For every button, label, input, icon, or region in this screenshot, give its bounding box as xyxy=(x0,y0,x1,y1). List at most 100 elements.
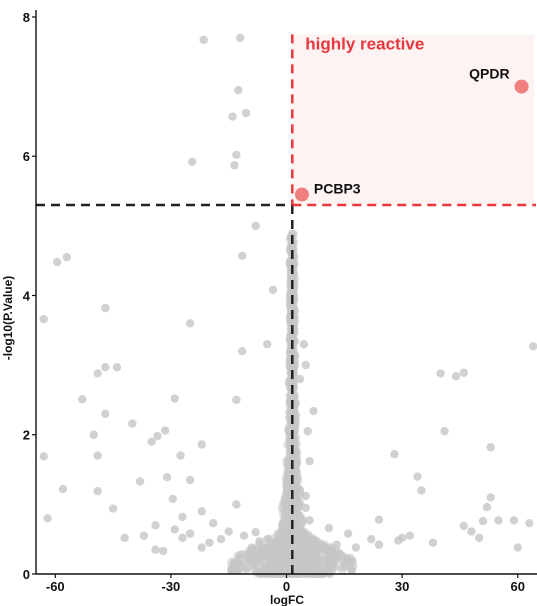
cloud-point xyxy=(304,531,313,540)
data-point xyxy=(89,430,99,439)
cloud-point xyxy=(242,551,251,560)
cloud-point xyxy=(316,564,325,573)
data-point xyxy=(305,457,314,466)
cloud-point xyxy=(302,547,311,556)
highlight-point-label: QPDR xyxy=(469,66,509,82)
cloud-point xyxy=(234,563,243,572)
data-point xyxy=(101,303,110,313)
cloud-point xyxy=(286,272,295,281)
data-point xyxy=(205,538,214,547)
x-tick-label: 30 xyxy=(395,579,409,594)
data-point xyxy=(139,531,149,540)
x-tick-label: -60 xyxy=(46,579,65,594)
data-point xyxy=(486,493,495,502)
cloud-point xyxy=(343,554,352,563)
cloud-point xyxy=(287,454,296,463)
cloud-point xyxy=(283,485,292,494)
data-point xyxy=(232,395,241,405)
data-point xyxy=(295,374,305,384)
data-point xyxy=(230,161,239,170)
data-point xyxy=(185,319,195,328)
data-point xyxy=(486,443,495,452)
data-point xyxy=(153,431,162,441)
data-point xyxy=(236,33,245,43)
data-point xyxy=(237,251,247,260)
data-point xyxy=(170,525,179,534)
data-point xyxy=(170,394,179,403)
data-point xyxy=(101,363,110,372)
data-point xyxy=(237,346,247,356)
cloud-point xyxy=(277,537,286,546)
data-point xyxy=(209,518,218,528)
data-point xyxy=(239,531,249,540)
cloud-point xyxy=(227,564,236,573)
y-tick-label: 4 xyxy=(23,288,31,303)
data-point xyxy=(459,368,468,377)
cloud-point xyxy=(250,560,259,569)
data-point xyxy=(482,502,492,512)
data-point xyxy=(309,406,318,416)
data-point xyxy=(176,451,185,460)
cloud-point xyxy=(272,558,281,567)
data-point xyxy=(234,85,243,95)
data-point xyxy=(187,157,197,166)
cloud-point xyxy=(252,552,261,561)
data-point xyxy=(528,342,537,351)
data-point xyxy=(324,523,334,533)
data-point xyxy=(135,477,145,486)
data-point xyxy=(332,540,341,549)
data-point xyxy=(62,252,72,262)
data-point xyxy=(270,546,280,556)
data-point xyxy=(162,473,172,482)
x-tick-label: -30 xyxy=(161,579,180,594)
data-point xyxy=(197,440,206,449)
data-point xyxy=(436,369,445,378)
cloud-point xyxy=(280,498,289,507)
data-point xyxy=(513,543,522,552)
data-point xyxy=(251,221,260,231)
cloud-point xyxy=(286,303,295,312)
data-point xyxy=(525,518,534,528)
cloud-point xyxy=(335,549,344,558)
data-point xyxy=(112,363,122,372)
cloud-point xyxy=(330,560,339,569)
data-point xyxy=(168,494,178,503)
data-point xyxy=(247,543,257,552)
data-point xyxy=(178,512,187,522)
data-point xyxy=(93,451,102,460)
data-point xyxy=(52,257,62,267)
data-point xyxy=(43,514,52,523)
data-point xyxy=(39,452,48,461)
data-point xyxy=(303,427,312,436)
data-point xyxy=(228,112,237,121)
y-tick-label: 0 xyxy=(23,567,30,582)
cloud-point xyxy=(227,557,236,566)
data-point xyxy=(93,369,102,378)
cloud-point xyxy=(284,516,293,525)
y-tick-label: 6 xyxy=(23,149,30,164)
data-point xyxy=(120,533,129,542)
data-point xyxy=(185,475,195,485)
axes: -60 -30 0 30 60 0 2 4 6 8 xyxy=(23,10,537,594)
data-point xyxy=(197,507,206,516)
cloud-point xyxy=(300,556,309,565)
data-point xyxy=(241,108,251,118)
highlight-point xyxy=(514,79,529,94)
highlight-point-label: PCBP3 xyxy=(314,181,361,197)
cloud-point xyxy=(287,229,296,238)
data-point xyxy=(413,472,422,481)
x-axis-title: logFC xyxy=(270,593,304,606)
data-point xyxy=(405,531,415,540)
cloud-point xyxy=(241,564,250,573)
y-tick-label: 2 xyxy=(23,428,30,443)
data-point xyxy=(440,427,449,436)
data-point xyxy=(58,484,68,494)
x-tick-label: 0 xyxy=(283,579,290,594)
data-point xyxy=(251,528,260,537)
data-point xyxy=(390,450,399,459)
data-point xyxy=(428,538,438,547)
data-point xyxy=(509,516,519,525)
cloud-point xyxy=(289,430,298,439)
cloud-point xyxy=(290,408,299,417)
cloud-point xyxy=(344,562,353,571)
